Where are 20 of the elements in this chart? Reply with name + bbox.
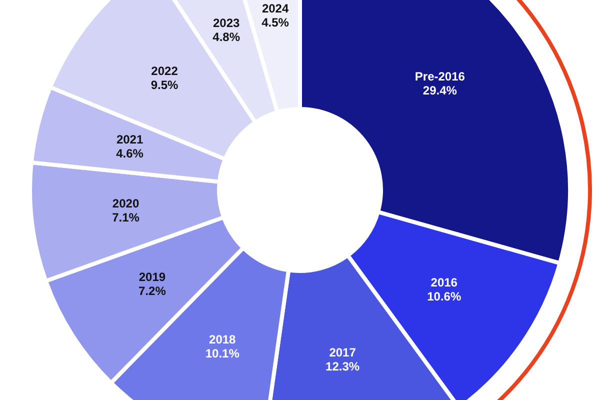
slice-label: 2021 (116, 132, 144, 147)
data-label: 4.6% (116, 146, 144, 161)
slice-label: 2016 (430, 275, 458, 290)
data-label: 4.8% (212, 30, 240, 44)
data-label: 9.5% (150, 78, 179, 92)
data-label: 4.5% (262, 16, 290, 30)
slice-label: 2024 (262, 2, 289, 16)
slice-label: 2020 (112, 196, 140, 210)
data-label: 10.1% (205, 346, 240, 361)
slice-label: 2022 (151, 64, 178, 78)
slice-label: 2017 (329, 346, 356, 360)
slice-label: 2019 (138, 270, 166, 284)
data-label: 7.2% (138, 284, 166, 298)
data-label: 7.1% (112, 210, 140, 224)
data-label: 10.6% (427, 289, 462, 304)
data-label: 29.4% (422, 83, 458, 98)
slice-label: 2023 (212, 16, 240, 30)
data-label: 12.3% (326, 360, 360, 374)
slice-label: Pre-2016 (414, 69, 466, 84)
slice-label: 2018 (209, 332, 236, 347)
